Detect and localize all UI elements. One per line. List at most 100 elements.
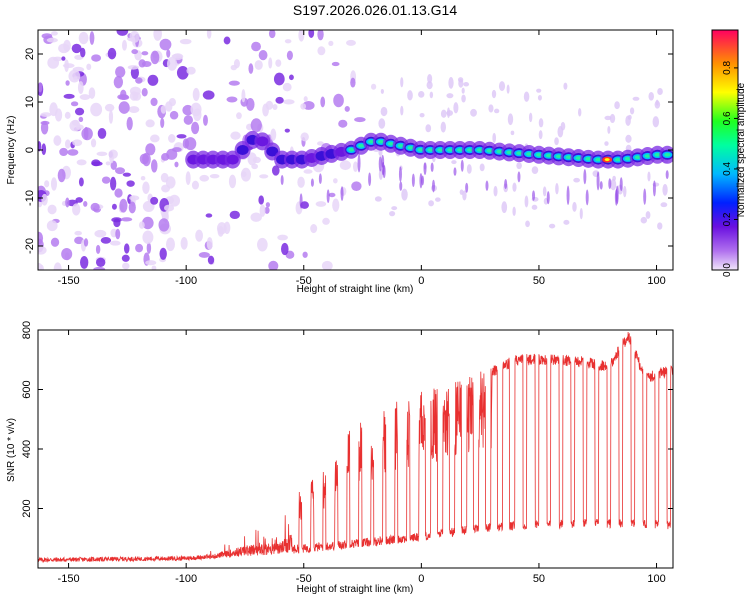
spectrogram-noise-blob	[531, 166, 539, 175]
spectrogram-noise-blob	[461, 87, 465, 94]
spectrogram-xtick-label: 0	[418, 275, 424, 287]
spectrogram-noise-blob	[506, 84, 510, 94]
spectrogram-noise-blob	[127, 65, 140, 70]
spectrogram-noise-blob	[391, 206, 398, 211]
spectrogram-noise-blob	[114, 188, 123, 198]
spectrogram-ridge-core	[407, 145, 414, 150]
snr-xtick-label: -100	[175, 573, 197, 585]
spectrogram-noise-blob	[139, 153, 149, 165]
spectrogram-noise-blob	[186, 66, 196, 75]
spectrogram-ytick-label: 10	[24, 96, 36, 108]
spectrogram-streak	[566, 185, 570, 206]
spectrogram-noise-blob	[97, 127, 107, 139]
spectrogram-noise-blob	[426, 81, 433, 90]
spectrogram-streak	[382, 165, 386, 179]
spectrogram-noise-blob	[264, 206, 270, 214]
spectrogram-noise-blob	[228, 80, 240, 86]
spectrogram-noise-blob	[380, 106, 388, 117]
spectrogram-ridge-core	[348, 148, 355, 152]
spectrogram-noise-blob	[317, 141, 324, 146]
spectrogram-noise-blob	[122, 39, 127, 51]
spectrogram-noise-blob	[107, 47, 117, 60]
spectrogram-noise-blob	[265, 202, 271, 208]
spectrogram-noise-blob	[537, 94, 542, 101]
spectrogram-xtick-label: -150	[58, 275, 80, 287]
spectrogram-noise-blob	[209, 174, 220, 179]
spectrogram-noise-blob	[146, 242, 152, 254]
spectrogram-ridge-core	[595, 157, 602, 162]
spectrogram-noise-blob	[350, 77, 356, 88]
spectrogram-noise-blob	[183, 115, 193, 125]
spectrogram-ridge-core	[526, 152, 533, 156]
spectrogram-noise-blob	[466, 164, 472, 174]
spectrogram-streak	[419, 173, 423, 189]
spectrogram-ridge-core	[437, 148, 444, 152]
spectrogram-noise-blob	[435, 197, 441, 202]
spectrogram-ridge-core	[535, 153, 542, 157]
spectrogram-noise-blob	[167, 56, 178, 71]
spectrogram-noise-blob	[62, 63, 75, 69]
spectrogram-noise-blob	[145, 260, 157, 266]
spectrogram-noise-blob	[332, 198, 340, 212]
spectrogram-noise-blob	[50, 237, 60, 247]
spectrogram-noise-blob	[53, 135, 62, 146]
spectrogram-noise-blob	[265, 100, 274, 110]
spectrogram-noise-blob	[645, 211, 651, 219]
spectrogram-noise-blob	[507, 113, 514, 126]
spectrogram-noise-blob	[333, 178, 338, 184]
spectrogram-noise-blob	[461, 94, 466, 103]
spectrogram-noise-blob	[116, 30, 129, 36]
spectrogram-noise-blob	[250, 118, 262, 133]
spectrogram-noise-blob	[41, 143, 47, 156]
spectrogram-streak	[585, 189, 589, 206]
spectrogram-ridge-core	[417, 148, 424, 152]
spectrogram-noise-blob	[150, 97, 158, 107]
spectrogram-noise-blob	[105, 161, 111, 166]
spectrogram-noise-blob	[120, 217, 133, 222]
spectrogram-noise-blob	[119, 94, 130, 100]
spectrogram-streak	[430, 162, 434, 173]
spectrogram-ridge-blob	[266, 146, 279, 157]
spectrogram-noise-blob	[609, 113, 616, 124]
colorbar-tick-label: 0.2	[722, 212, 733, 226]
spectrogram-streak	[614, 189, 618, 206]
snr-xtick-label: -50	[296, 573, 312, 585]
spectrogram-noise-blob	[113, 218, 121, 228]
spectrogram-noise-blob	[63, 93, 75, 99]
spectrogram-noise-blob	[161, 153, 170, 161]
spectrogram-noise-blob	[223, 36, 231, 45]
spectrogram-noise-blob	[67, 149, 79, 156]
spectrogram-noise-blob	[604, 141, 609, 146]
spectrogram-noise-blob	[95, 257, 106, 267]
spectrogram-noise-blob	[100, 237, 112, 244]
spectrogram-noise-blob	[389, 211, 396, 217]
spectrogram-noise-blob	[126, 116, 133, 131]
spectrogram-noise-blob	[203, 114, 208, 126]
spectrogram-noise-blob	[47, 204, 57, 215]
spectrogram-noise-blob	[492, 132, 497, 144]
spectrogram-noise-blob	[78, 31, 89, 45]
spectrogram-noise-blob	[207, 255, 215, 265]
spectrogram-noise-blob	[128, 106, 140, 114]
spectrogram-noise-blob	[310, 224, 318, 234]
spectrogram-ridge-core	[575, 156, 582, 160]
spectrogram-ridge-core	[486, 148, 493, 153]
spectrogram-noise-blob	[77, 81, 84, 95]
spectrogram-noise-blob	[251, 163, 258, 170]
spectrogram-noise-blob	[109, 240, 121, 246]
spectrogram-noise-blob	[91, 159, 101, 167]
spectrogram-noise-blob	[122, 262, 130, 270]
spectrogram-noise-blob	[150, 134, 160, 143]
spectrogram-noise-blob	[122, 172, 132, 177]
spectrogram-noise-blob	[578, 107, 582, 117]
spectrogram-streak	[357, 153, 361, 173]
spectrogram-noise-blob	[354, 117, 366, 123]
spectrogram-ridge-core	[664, 153, 671, 157]
spectrogram-noise-blob	[76, 159, 87, 166]
spectrogram-noise-blob	[418, 91, 425, 98]
spectrogram-noise-blob	[40, 112, 52, 117]
spectrogram-ridge-blob	[226, 154, 239, 165]
spectrogram-noise-blob	[118, 101, 130, 114]
spectrogram-streak	[596, 171, 600, 191]
spectrogram-noise-blob	[179, 38, 192, 45]
